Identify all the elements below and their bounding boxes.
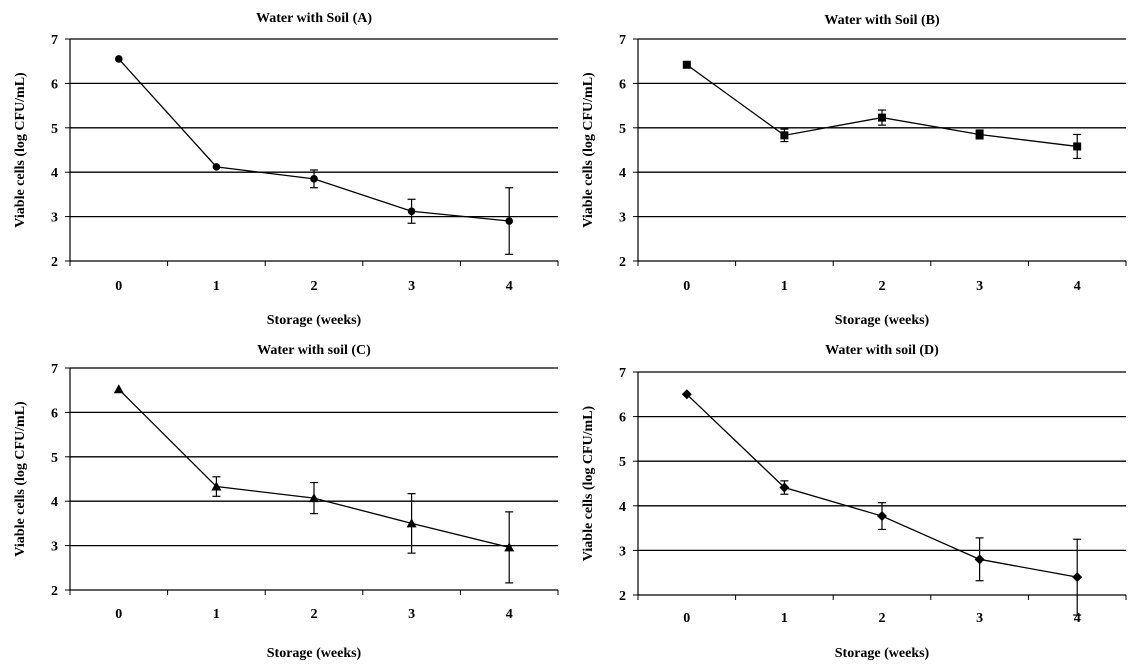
y-tick-label: 3 — [51, 540, 58, 555]
data-point — [681, 389, 692, 400]
x-tick-label: 4 — [1074, 279, 1081, 294]
series-line — [686, 64, 1078, 148]
chart-svg: Water with Soil (B) 2 3 4 5 6 7 0 1 2 3 4 Storage (w… — [581, 13, 1127, 328]
y-tick-label: 3 — [619, 211, 626, 226]
x-tick-label: 3 — [976, 279, 983, 294]
data-point — [504, 542, 515, 552]
y-axis-label: Viable cells (log CFU/mL) — [581, 72, 596, 228]
y-axis-label: Viable cells (log CFU/mL) — [581, 405, 596, 561]
x-axis-label: Storage (weeks) — [267, 646, 362, 661]
y-tick-label: 6 — [51, 77, 58, 92]
chart-panel-b: Water with Soil (B) 2 3 4 5 6 7 0 1 2 3 4 Storage (w… — [568, 0, 1136, 332]
y-tick-label: 7 — [51, 362, 58, 377]
y-tick-label: 6 — [619, 411, 626, 426]
chart-panel-c: Water with soil (C) 2 3 4 5 6 7 0 1 2 3 4 Storage (w… — [0, 332, 568, 664]
y-tick-label: 2 — [51, 584, 58, 599]
y-tick-label: 4 — [51, 166, 58, 181]
data-point — [310, 175, 318, 183]
y-tick-label: 4 — [619, 166, 626, 181]
x-tick-label: 4 — [506, 607, 513, 622]
data-point — [505, 217, 513, 225]
y-tick-label: 3 — [51, 211, 58, 226]
data-point — [779, 482, 790, 493]
x-tick-label: 3 — [408, 607, 415, 622]
x-tick-label: 4 — [1074, 611, 1081, 626]
x-tick-label: 0 — [683, 279, 690, 294]
y-tick-label: 2 — [51, 255, 58, 270]
data-point — [878, 113, 886, 122]
x-tick-label: 4 — [506, 279, 513, 294]
chart-svg: Water with soil (D) 2 3 4 5 6 7 0 1 2 3 4 Storage (w… — [581, 343, 1127, 661]
data-point — [309, 493, 319, 503]
chart-svg: Water with Soil (A) 2 3 4 5 6 7 0 1 2 3 4 Storage (w… — [13, 11, 559, 328]
y-tick-label: 7 — [619, 366, 626, 381]
x-tick-label: 0 — [683, 611, 690, 626]
data-point — [406, 518, 417, 528]
y-tick-label: 4 — [619, 500, 626, 515]
x-tick-label: 3 — [408, 279, 415, 294]
x-tick-label: 1 — [781, 279, 788, 294]
x-axis-label: Storage (weeks) — [835, 313, 930, 328]
data-point — [1073, 142, 1082, 151]
x-tick-label: 3 — [976, 611, 983, 626]
y-tick-label: 5 — [51, 451, 58, 466]
x-axis-label: Storage (weeks) — [267, 313, 362, 328]
y-tick-label: 5 — [619, 122, 626, 137]
data-point — [113, 384, 124, 394]
series-line — [686, 393, 1078, 578]
chart-title: Water with Soil (A) — [256, 11, 372, 26]
data-point — [974, 554, 985, 565]
y-axis-label: Viable cells (log CFU/mL) — [13, 401, 28, 557]
data-point — [211, 481, 222, 491]
x-tick-label: 2 — [311, 279, 318, 294]
y-tick-label: 3 — [619, 544, 626, 559]
chart-title: Water with soil (D) — [825, 343, 939, 358]
x-tick-label: 1 — [213, 279, 220, 294]
y-tick-label: 5 — [619, 455, 626, 470]
x-tick-label: 0 — [115, 279, 122, 294]
y-tick-label: 2 — [619, 255, 626, 270]
chart-title: Water with soil (C) — [257, 343, 371, 358]
x-tick-label: 0 — [115, 607, 122, 622]
data-point — [975, 130, 984, 139]
y-tick-label: 7 — [51, 33, 58, 48]
x-tick-label: 2 — [879, 279, 886, 294]
data-point — [212, 163, 221, 171]
x-axis-label: Storage (weeks) — [835, 646, 930, 661]
data-point — [115, 55, 123, 63]
y-tick-label: 2 — [619, 589, 626, 604]
x-tick-label: 2 — [879, 611, 886, 626]
data-point — [407, 207, 416, 216]
y-tick-label: 5 — [51, 122, 58, 137]
x-tick-label: 1 — [781, 611, 788, 626]
y-tick-label: 4 — [51, 495, 58, 510]
data-point — [877, 511, 887, 522]
y-tick-label: 6 — [51, 406, 58, 421]
y-tick-label: 6 — [619, 77, 626, 92]
y-axis-label: Viable cells (log CFU/mL) — [13, 72, 28, 228]
data-point — [780, 131, 789, 140]
x-tick-label: 2 — [311, 607, 318, 622]
chart-title: Water with Soil (B) — [824, 13, 940, 28]
data-point — [1072, 572, 1083, 583]
chart-panel-d: Water with soil (D) 2 3 4 5 6 7 0 1 2 3 4 Storage (w… — [568, 332, 1136, 664]
y-tick-label: 7 — [619, 33, 626, 48]
chart-svg: Water with soil (C) 2 3 4 5 6 7 0 1 2 3 4 Storage (w… — [13, 343, 559, 661]
x-tick-label: 1 — [213, 607, 220, 622]
chart-panel-a: Water with Soil (A) 2 3 4 5 6 7 0 1 2 3 4 Storage (w… — [0, 0, 568, 332]
data-point — [682, 60, 691, 69]
